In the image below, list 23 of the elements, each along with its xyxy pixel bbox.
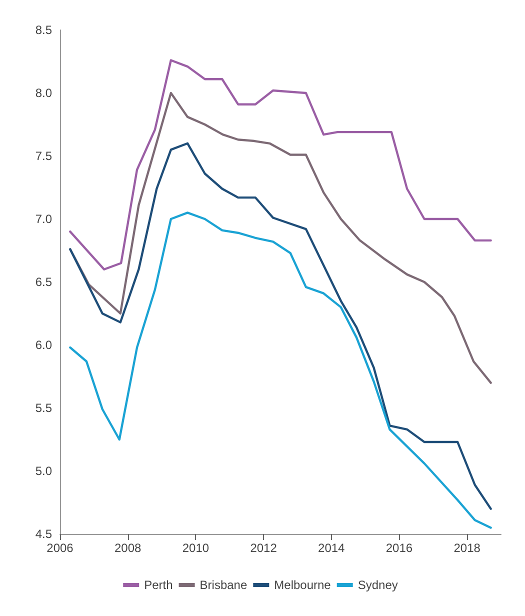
x-tick-label: 2018 — [454, 541, 481, 555]
x-tick-label: 2008 — [114, 541, 142, 555]
y-tick-label: 6.0 — [35, 338, 52, 352]
line-series — [69, 59, 492, 270]
x-tick-label: 2006 — [46, 541, 74, 555]
y-tick-label: 5.5 — [35, 401, 52, 415]
y-tick-label: 6.5 — [35, 275, 52, 289]
y-tick-label: 8.5 — [35, 23, 52, 37]
x-tick-label: 2016 — [386, 541, 413, 555]
x-tick-label: 2012 — [250, 541, 278, 555]
legend-label: Perth — [144, 578, 173, 592]
legend-label: Sydney — [358, 578, 398, 592]
y-tick-label: 5.0 — [35, 464, 52, 478]
line-series — [69, 142, 492, 510]
y-tick-label: 7.0 — [35, 212, 52, 226]
x-tick-label: 2014 — [318, 541, 346, 555]
legend-label: Brisbane — [200, 578, 248, 592]
y-tick-label: 4.5 — [35, 527, 52, 541]
line-series — [69, 212, 492, 529]
y-tick-label: 8.0 — [35, 86, 52, 100]
y-tick-label: 7.5 — [35, 149, 52, 163]
x-tick-label: 2010 — [182, 541, 210, 555]
legend-label: Melbourne — [274, 578, 332, 592]
